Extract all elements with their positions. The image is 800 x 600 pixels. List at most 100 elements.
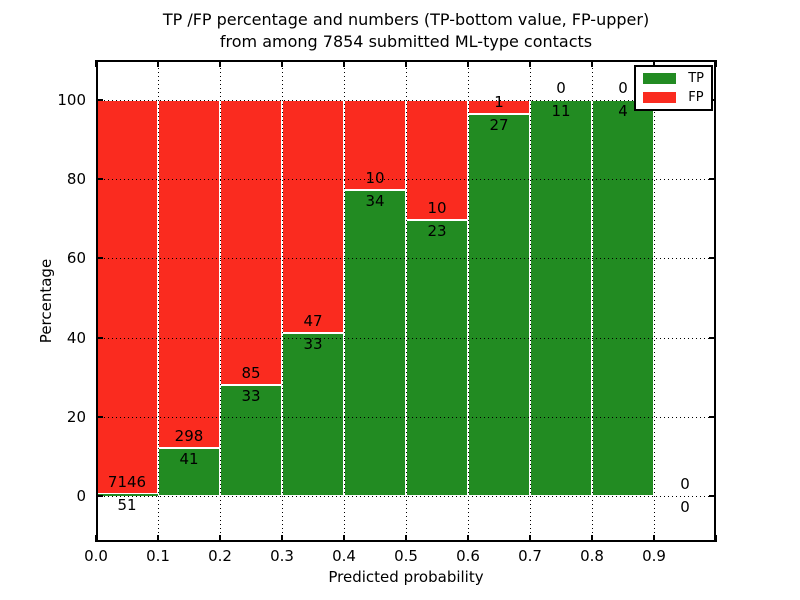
bar-annotation-tp-1: 41 xyxy=(179,450,199,469)
y-tick-left-20 xyxy=(96,416,103,419)
fp-color-swatch xyxy=(643,92,677,103)
y-tick-left-100 xyxy=(96,98,103,101)
y-tick-label-0: 0 xyxy=(76,487,86,506)
x-tick-top-7 xyxy=(529,60,531,67)
x-tick-bottom-6 xyxy=(467,535,469,542)
bar-annotation-tp-7: 11 xyxy=(551,101,571,120)
x-tick-top-3 xyxy=(281,60,283,67)
chart-title-line-2: from among 7854 submitted ML-type contac… xyxy=(219,32,593,51)
bar-annotation-tp-2: 33 xyxy=(241,387,261,406)
y-tick-left-60 xyxy=(96,257,103,260)
bar-segment-fp-3 xyxy=(282,99,344,333)
x-tick-label-0.4: 0.4 xyxy=(332,547,356,565)
bar-segment-tp-1 xyxy=(158,448,220,497)
bar-annotation-tp-4: 34 xyxy=(365,191,385,210)
bar-segment-tp-6 xyxy=(468,113,530,497)
v-gridline-0.3 xyxy=(282,60,283,542)
bar-annotation-fp-0: 7146 xyxy=(107,472,147,491)
bar-segment-tp-5 xyxy=(406,219,468,497)
bar-annotation-fp-9: 0 xyxy=(680,475,690,494)
v-gridline-0.4 xyxy=(344,60,345,542)
x-tick-top-1 xyxy=(157,60,159,67)
bar-annotation-fp-8: 0 xyxy=(618,78,628,97)
bar-segment-tp-3 xyxy=(282,332,344,497)
v-gridline-0.6 xyxy=(468,60,469,542)
bar-annotation-fp-1: 298 xyxy=(174,427,204,446)
chart-title-line-1: TP /FP percentage and numbers (TP-bottom… xyxy=(162,10,650,29)
y-tick-left-80 xyxy=(96,178,103,180)
x-tick-top-2 xyxy=(219,60,221,67)
x-tick-top-9 xyxy=(653,60,655,67)
bar-segment-fp-2 xyxy=(220,99,282,386)
bar-annotation-tp-0: 51 xyxy=(117,495,137,514)
y-tick-label-20: 20 xyxy=(66,408,86,427)
v-gridline-0.9 xyxy=(654,60,655,542)
y-tick-left-40 xyxy=(96,336,103,339)
x-tick-top-0 xyxy=(95,60,97,67)
x-tick-label-0.0: 0.0 xyxy=(84,547,108,565)
legend-item-fp: FP xyxy=(643,91,704,104)
bar-annotation-tp-8: 4 xyxy=(618,101,628,120)
bar-annotation-fp-5: 10 xyxy=(427,198,447,217)
y-tick-right-20 xyxy=(709,416,716,419)
bar-annotation-tp-3: 33 xyxy=(303,334,323,353)
x-tick-label-0.7: 0.7 xyxy=(518,547,542,565)
x-tick-bottom-3 xyxy=(281,535,283,542)
bar-segment-fp-0 xyxy=(96,99,158,494)
x-tick-top-5 xyxy=(405,60,407,67)
x-tick-top-6 xyxy=(467,60,469,67)
v-gridline-0.1 xyxy=(158,60,159,542)
tp-color-swatch xyxy=(643,73,677,84)
bar-segment-tp-0 xyxy=(96,493,158,497)
legend-label-tp: TP xyxy=(688,71,704,86)
bar-annotation-tp-9: 0 xyxy=(680,498,690,517)
y-tick-left-0 xyxy=(96,495,103,498)
bar-annotation-fp-2: 85 xyxy=(241,364,261,383)
bar-annotation-tp-6: 27 xyxy=(489,115,509,134)
bar-annotation-fp-7: 0 xyxy=(556,78,566,97)
bar-annotation-fp-4: 10 xyxy=(365,168,385,187)
v-gridline-0.7 xyxy=(530,60,531,542)
legend-label-fp: FP xyxy=(688,90,704,105)
x-tick-bottom-1 xyxy=(157,535,159,542)
bar-segment-tp-7 xyxy=(530,99,592,497)
x-tick-label-0.2: 0.2 xyxy=(208,547,232,565)
x-tick-bottom-7 xyxy=(529,535,531,542)
x-tick-label-0.6: 0.6 xyxy=(456,547,480,565)
legend: TP FP xyxy=(634,65,713,111)
y-tick-label-80: 80 xyxy=(66,170,86,188)
x-tick-label-0.3: 0.3 xyxy=(270,547,294,565)
x-tick-bottom-5 xyxy=(405,535,407,542)
y-tick-label-100: 100 xyxy=(57,90,86,109)
y-tick-right-60 xyxy=(709,257,716,260)
y-tick-label-60: 60 xyxy=(66,249,86,268)
y-tick-right-0 xyxy=(709,495,716,498)
x-tick-label-0.1: 0.1 xyxy=(146,547,170,565)
y-tick-label-40: 40 xyxy=(66,328,86,347)
bar-annotation-tp-5: 23 xyxy=(427,221,447,240)
bar-segment-tp-4 xyxy=(344,189,406,497)
x-axis-label: Predicted probability xyxy=(328,568,484,586)
v-gridline-0.8 xyxy=(592,60,593,542)
x-tick-bottom-0 xyxy=(95,535,97,542)
x-tick-bottom-4 xyxy=(343,535,345,542)
legend-item-tp: TP xyxy=(643,72,704,85)
v-gridline-0.5 xyxy=(406,60,407,542)
y-tick-right-80 xyxy=(709,178,716,180)
x-tick-top-4 xyxy=(343,60,345,67)
x-tick-top-10 xyxy=(715,60,717,67)
x-tick-bottom-10 xyxy=(715,535,717,542)
v-gridline-0.2 xyxy=(220,60,221,542)
bar-annotation-fp-6: 1 xyxy=(494,92,504,111)
y-tick-right-40 xyxy=(709,336,716,339)
x-tick-top-8 xyxy=(591,60,593,67)
x-tick-label-0.9: 0.9 xyxy=(642,547,666,565)
x-tick-bottom-2 xyxy=(219,535,221,542)
x-tick-label-0.8: 0.8 xyxy=(580,547,604,565)
x-tick-bottom-9 xyxy=(653,535,655,542)
plot-area: TP FP 7146 51 298 41 85 33 47 33 10 34 10 23 1 27 0 11 0… xyxy=(95,60,717,542)
x-tick-label-0.5: 0.5 xyxy=(394,547,418,565)
bar-annotation-fp-3: 47 xyxy=(303,311,323,330)
bar-segment-tp-8 xyxy=(592,99,654,497)
